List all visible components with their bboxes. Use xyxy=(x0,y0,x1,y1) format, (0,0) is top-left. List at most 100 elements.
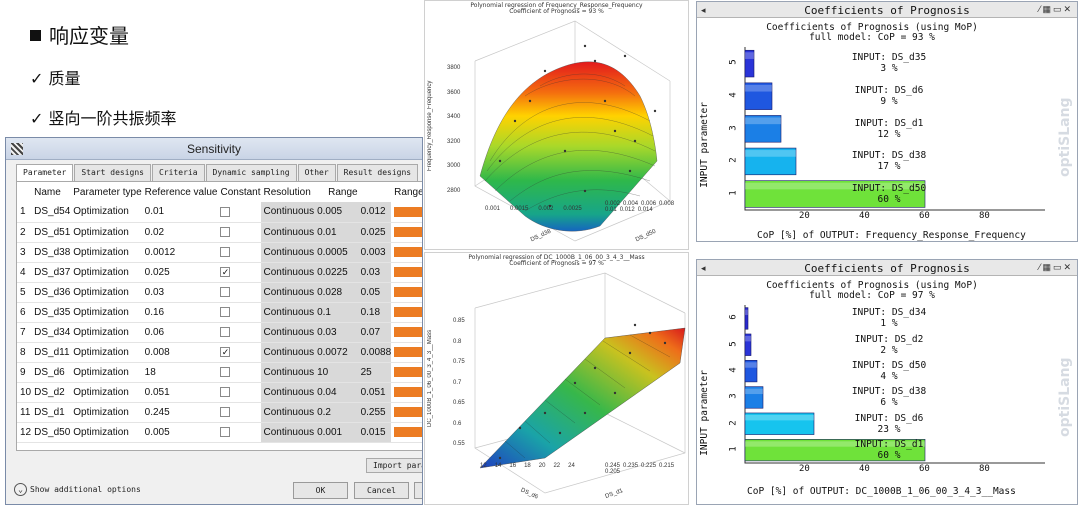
reference-value[interactable]: 18 xyxy=(141,362,218,383)
range-max[interactable]: 0.015 xyxy=(357,422,392,443)
tab-dynamic-sampling[interactable]: Dynamic sampling xyxy=(205,164,297,181)
range-max[interactable]: 0.255 xyxy=(357,402,392,423)
reference-value[interactable]: 0.16 xyxy=(141,302,218,323)
range-min[interactable]: 0.01 xyxy=(314,222,358,243)
range-max[interactable]: 0.012 xyxy=(357,202,392,223)
reference-value[interactable]: 0.245 xyxy=(141,402,218,423)
checkbox[interactable]: ✓ xyxy=(220,346,231,357)
cop-bar[interactable] xyxy=(744,82,773,110)
range-max[interactable]: 0.03 xyxy=(357,262,392,283)
cop-bar[interactable] xyxy=(744,49,755,78)
chevron-down-icon[interactable]: ⌄ xyxy=(14,483,27,496)
reference-value[interactable]: 0.051 xyxy=(141,382,218,403)
reference-value[interactable]: 0.01 xyxy=(141,202,218,223)
range-min[interactable]: 0.04 xyxy=(314,382,358,403)
constant-checkbox[interactable] xyxy=(217,362,261,383)
table-row[interactable]: 12 DS_d50 Optimization 0.005 Continuous 0.001… xyxy=(17,422,422,443)
checkbox[interactable] xyxy=(220,226,231,237)
table-row[interactable]: 10 DS_d2 Optimization 0.051 Continuous 0.04 0.… xyxy=(17,382,422,403)
constant-checkbox[interactable] xyxy=(217,282,261,303)
tab-result-designs[interactable]: Result designs xyxy=(336,164,419,181)
col-header-reference-value[interactable]: Reference value xyxy=(141,182,218,202)
range-max[interactable]: 0.0088 xyxy=(357,342,392,363)
constant-checkbox[interactable] xyxy=(217,422,261,443)
cancel-button[interactable]: Cancel xyxy=(354,482,409,499)
checkbox[interactable] xyxy=(220,246,231,257)
collapse-arrow-icon[interactable]: ◂ xyxy=(701,263,706,273)
range-min[interactable]: 0.028 xyxy=(314,282,358,303)
checkbox[interactable] xyxy=(220,366,231,377)
table-row[interactable]: 8 DS_d11 Optimization 0.008 ✓ Continuous 0.007… xyxy=(17,342,422,363)
checkbox[interactable] xyxy=(220,206,231,217)
reference-value[interactable]: 0.005 xyxy=(141,422,218,443)
reference-value[interactable]: 0.0012 xyxy=(141,242,218,263)
table-row[interactable]: 2 DS_d51 Optimization 0.02 Continuous 0.01 0.0… xyxy=(17,222,422,243)
cop-bar[interactable] xyxy=(744,386,764,409)
reference-value[interactable]: 0.008 xyxy=(141,342,218,363)
tab-other[interactable]: Other xyxy=(297,164,336,181)
col-header-constant[interactable]: Constant xyxy=(217,182,261,202)
col-header-range[interactable]: Range xyxy=(314,182,358,202)
constant-checkbox[interactable]: ✓ xyxy=(217,342,261,363)
range-min[interactable]: 10 xyxy=(314,362,358,383)
tab-parameter[interactable]: Parameter xyxy=(16,164,74,182)
range-min[interactable]: 0.001 xyxy=(314,422,358,443)
reference-value[interactable]: 0.025 xyxy=(141,262,218,283)
range-min[interactable]: 0.0225 xyxy=(314,262,358,283)
checkbox[interactable]: ✓ xyxy=(220,266,231,277)
range-max[interactable]: 0.18 xyxy=(357,302,392,323)
col-header-name[interactable]: Name xyxy=(31,182,71,202)
range-max[interactable]: 0.051 xyxy=(357,382,392,403)
tab-start-designs[interactable]: Start designs xyxy=(74,164,151,181)
range-max[interactable]: 25 xyxy=(357,362,392,383)
table-row[interactable]: 1 DS_d54 Optimization 0.01 Continuous 0.005 0.… xyxy=(17,202,422,223)
constant-checkbox[interactable] xyxy=(217,382,261,403)
range-min[interactable]: 0.03 xyxy=(314,322,358,343)
checkbox[interactable] xyxy=(220,406,231,417)
reference-value[interactable]: 0.06 xyxy=(141,322,218,343)
range-max[interactable]: 0.025 xyxy=(357,222,392,243)
cop-bar[interactable] xyxy=(744,307,749,330)
table-row[interactable]: 11 DS_d1 Optimization 0.245 Continuous 0.2 0.2… xyxy=(17,402,422,423)
checkbox[interactable] xyxy=(220,326,231,337)
tab-criteria[interactable]: Criteria xyxy=(151,164,205,181)
cop-bar[interactable] xyxy=(744,180,926,208)
cop-bar[interactable] xyxy=(744,439,926,462)
col-header-range-plot[interactable]: Range p xyxy=(391,182,422,202)
checkbox[interactable] xyxy=(220,306,231,317)
table-row[interactable]: 4 DS_d37 Optimization 0.025 ✓ Continuous 0.022… xyxy=(17,262,422,283)
constant-checkbox[interactable] xyxy=(217,322,261,343)
table-row[interactable]: 9 DS_d6 Optimization 18 Continuous 10 25 xyxy=(17,362,422,383)
range-max[interactable]: 0.05 xyxy=(357,282,392,303)
table-row[interactable]: 6 DS_d35 Optimization 0.16 Continuous 0.1 0.18 xyxy=(17,302,422,323)
range-min[interactable]: 0.1 xyxy=(314,302,358,323)
constant-checkbox[interactable] xyxy=(217,302,261,323)
checkbox[interactable] xyxy=(220,286,231,297)
cop-bar[interactable] xyxy=(744,412,815,435)
panel-controls[interactable]: ⁄▦▭✕ xyxy=(1038,4,1073,14)
table-row[interactable]: 7 DS_d34 Optimization 0.06 Continuous 0.03 0.0… xyxy=(17,322,422,343)
constant-checkbox[interactable] xyxy=(217,202,261,223)
checkbox[interactable] xyxy=(220,426,231,437)
range-min[interactable]: 0.0072 xyxy=(314,342,358,363)
reference-value[interactable]: 0.02 xyxy=(141,222,218,243)
table-row[interactable]: 5 DS_d36 Optimization 0.03 Continuous 0.028 0.… xyxy=(17,282,422,303)
ok-button[interactable]: OK xyxy=(293,482,348,499)
help-button[interactable] xyxy=(414,482,422,499)
show-additional-options[interactable]: ⌄ Show additional options xyxy=(14,483,141,496)
table-row[interactable]: 3 DS_d38 Optimization 0.0012 Continuous 0.000… xyxy=(17,242,422,263)
col-header-resolution[interactable]: Resolution xyxy=(260,182,315,202)
cop-bar[interactable] xyxy=(744,147,797,176)
collapse-arrow-icon[interactable]: ◂ xyxy=(701,5,706,15)
col-header-parameter-type[interactable]: Parameter type xyxy=(70,182,142,202)
range-min[interactable]: 0.0005 xyxy=(314,242,358,263)
constant-checkbox[interactable] xyxy=(217,402,261,423)
cop-bar[interactable] xyxy=(744,115,782,143)
reference-value[interactable]: 0.03 xyxy=(141,282,218,303)
range-max[interactable]: 0.003 xyxy=(357,242,392,263)
import-parameters-button[interactable]: Import paran xyxy=(366,458,422,473)
cop-bar[interactable] xyxy=(744,359,758,383)
range-max[interactable]: 0.07 xyxy=(357,322,392,343)
constant-checkbox[interactable]: ✓ xyxy=(217,262,261,283)
checkbox[interactable] xyxy=(220,386,231,397)
